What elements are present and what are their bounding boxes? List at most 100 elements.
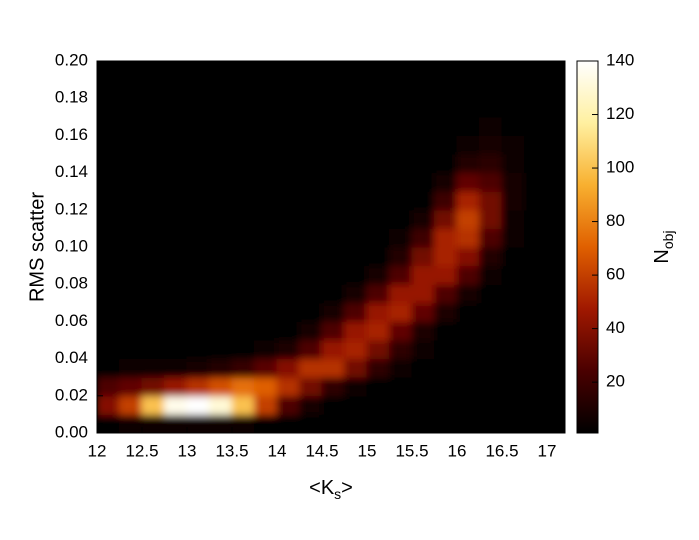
heatmap bbox=[97, 61, 565, 433]
heat-cell bbox=[299, 395, 323, 415]
heat-cell bbox=[456, 209, 480, 229]
heat-cell bbox=[411, 97, 435, 118]
heat-cell bbox=[141, 134, 165, 155]
colorbar bbox=[576, 60, 599, 434]
heat-cell bbox=[411, 190, 435, 211]
heat-cell bbox=[479, 358, 503, 378]
heat-cell bbox=[344, 320, 368, 341]
heat-cell bbox=[456, 172, 480, 192]
heat-cell bbox=[366, 320, 390, 341]
heat-cell bbox=[344, 97, 368, 118]
heat-cell bbox=[141, 320, 165, 341]
heat-cell bbox=[411, 283, 435, 304]
heat-cell bbox=[97, 358, 120, 378]
heat-cell bbox=[119, 61, 143, 81]
heat-cell bbox=[141, 97, 165, 118]
heat-cell bbox=[299, 358, 323, 378]
heat-cell bbox=[344, 209, 368, 229]
heat-cell bbox=[456, 265, 480, 285]
heat-cell bbox=[231, 209, 255, 229]
x-tick-label: 15 bbox=[358, 441, 377, 460]
heat-cell bbox=[119, 413, 143, 433]
heat-cell bbox=[209, 79, 233, 99]
heat-cell bbox=[434, 320, 458, 341]
heat-cell bbox=[411, 153, 435, 174]
heat-cell bbox=[501, 97, 525, 118]
heat-cell bbox=[141, 227, 165, 248]
heat-cell bbox=[524, 302, 548, 322]
heat-cell bbox=[344, 227, 368, 248]
heat-cell bbox=[276, 97, 300, 118]
heat-cell bbox=[97, 265, 120, 285]
heat-cell bbox=[299, 134, 323, 155]
heat-cell bbox=[97, 246, 120, 267]
heat-cell bbox=[276, 320, 300, 341]
heat-cell bbox=[366, 358, 390, 378]
heat-cell bbox=[209, 339, 233, 360]
heat-cell bbox=[479, 283, 503, 304]
heat-cell bbox=[344, 134, 368, 155]
heat-cell bbox=[321, 61, 345, 81]
heat-cell bbox=[119, 320, 143, 341]
heat-cell bbox=[119, 134, 143, 155]
heat-cell bbox=[366, 302, 390, 322]
heat-cell bbox=[141, 79, 165, 99]
heat-cell bbox=[501, 116, 525, 136]
heat-cell bbox=[366, 97, 390, 118]
heat-cell bbox=[366, 246, 390, 267]
x-tick-label: 15.5 bbox=[395, 441, 428, 460]
heat-cell bbox=[389, 61, 413, 81]
heat-cell bbox=[524, 153, 548, 174]
heat-cell bbox=[254, 413, 278, 433]
heat-cell bbox=[231, 413, 255, 433]
heat-cell bbox=[299, 190, 323, 211]
heat-cell bbox=[231, 116, 255, 136]
heat-cell bbox=[254, 190, 278, 211]
heat-cell bbox=[366, 339, 390, 360]
heat-cell bbox=[411, 134, 435, 155]
heat-cell bbox=[164, 320, 188, 341]
heat-cell bbox=[321, 339, 345, 360]
heat-cell bbox=[164, 61, 188, 81]
heat-cell bbox=[276, 246, 300, 267]
heat-cell bbox=[321, 376, 345, 397]
colorbar-label: Nobj bbox=[651, 230, 675, 263]
heat-cell bbox=[231, 339, 255, 360]
y-axis-label: RMS scatter bbox=[26, 192, 48, 302]
heat-cell bbox=[254, 227, 278, 248]
heat-cell bbox=[411, 376, 435, 397]
heat-cell bbox=[479, 97, 503, 118]
heat-cell bbox=[276, 134, 300, 155]
heat-cell bbox=[524, 395, 548, 415]
heat-cell bbox=[119, 358, 143, 378]
heat-cell bbox=[546, 190, 565, 211]
heat-cell bbox=[411, 246, 435, 267]
heat-cell bbox=[434, 116, 458, 136]
y-tick-label: 0.06 bbox=[55, 311, 88, 330]
heat-cell bbox=[546, 97, 565, 118]
heat-cell bbox=[411, 227, 435, 248]
colorbar-tick-label: 40 bbox=[606, 318, 625, 337]
heat-cell bbox=[321, 153, 345, 174]
heat-cell bbox=[321, 358, 345, 378]
heat-cell bbox=[141, 209, 165, 229]
heat-cell bbox=[276, 227, 300, 248]
heat-cell bbox=[524, 116, 548, 136]
heat-cell bbox=[479, 339, 503, 360]
heat-cell bbox=[366, 116, 390, 136]
heat-cell bbox=[456, 320, 480, 341]
heat-cell bbox=[97, 413, 120, 433]
heat-cell bbox=[546, 153, 565, 174]
heat-cell bbox=[209, 97, 233, 118]
heat-cell bbox=[299, 283, 323, 304]
heat-cell bbox=[299, 339, 323, 360]
heat-cell bbox=[186, 265, 210, 285]
heat-cell bbox=[97, 61, 120, 81]
x-tick-label: 14.5 bbox=[305, 441, 338, 460]
heat-cell bbox=[97, 339, 120, 360]
heat-cell bbox=[344, 376, 368, 397]
heat-cell bbox=[276, 339, 300, 360]
heat-cell bbox=[254, 339, 278, 360]
heat-cell bbox=[411, 413, 435, 433]
heat-cell bbox=[186, 246, 210, 267]
